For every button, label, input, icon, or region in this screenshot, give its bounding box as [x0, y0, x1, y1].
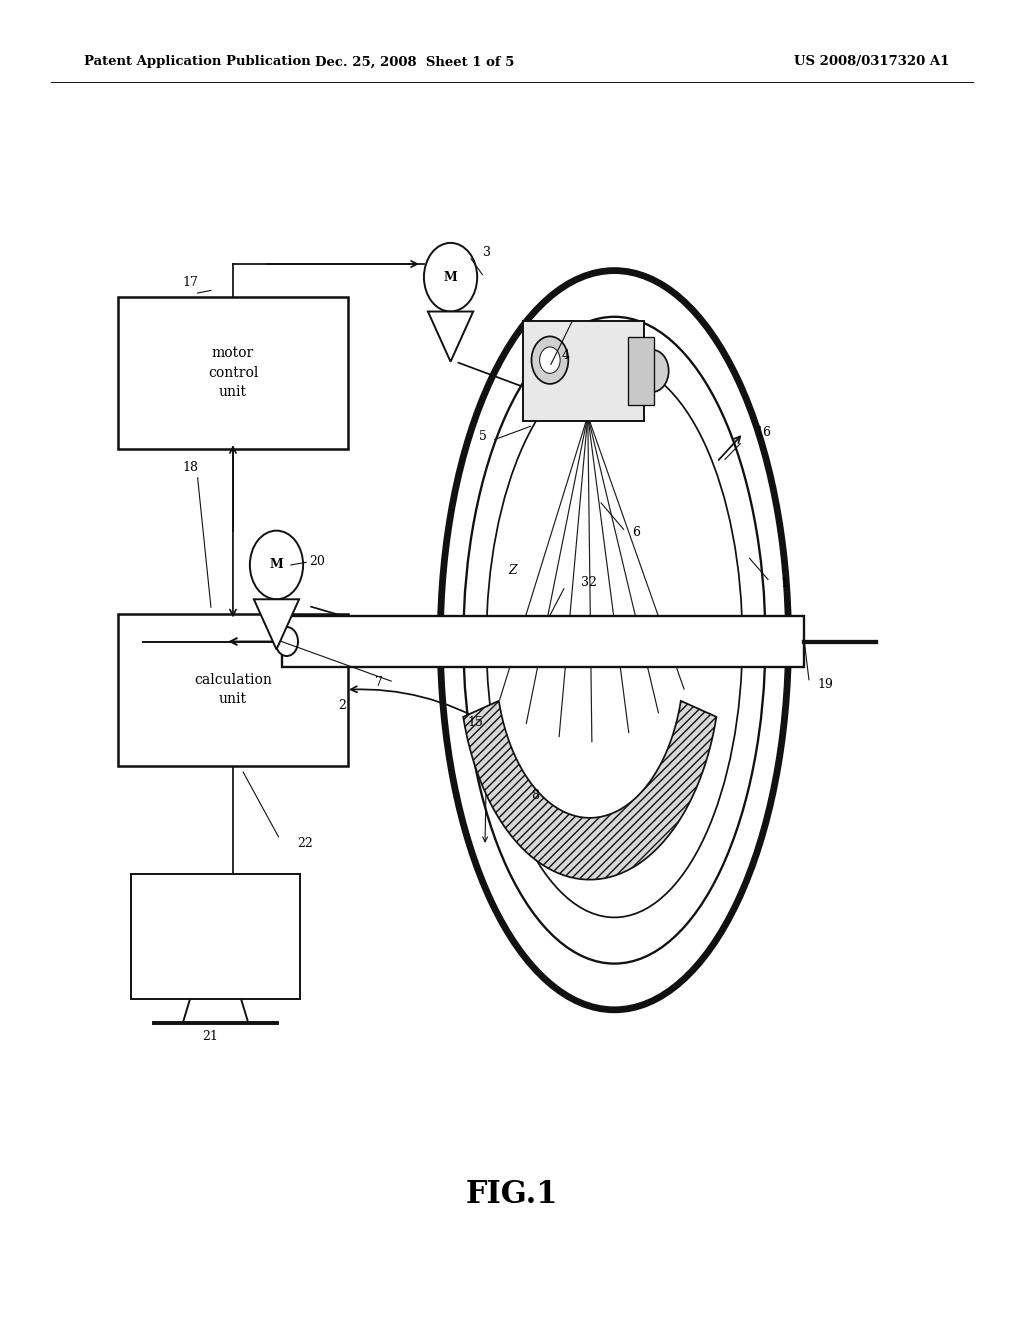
Circle shape: [250, 531, 303, 599]
Text: motor
control
unit: motor control unit: [208, 346, 258, 400]
Text: 21: 21: [202, 1030, 218, 1043]
FancyBboxPatch shape: [282, 616, 804, 667]
Text: 22: 22: [297, 837, 312, 850]
Ellipse shape: [463, 317, 765, 964]
Text: M: M: [443, 271, 458, 284]
Text: 5: 5: [479, 429, 487, 442]
Polygon shape: [428, 312, 473, 362]
Circle shape: [636, 350, 669, 392]
Polygon shape: [463, 701, 717, 879]
Text: Z: Z: [508, 564, 516, 577]
Text: 3: 3: [483, 246, 492, 259]
FancyBboxPatch shape: [118, 614, 348, 766]
Text: 7: 7: [375, 676, 383, 689]
Text: 8: 8: [531, 788, 540, 801]
FancyBboxPatch shape: [628, 337, 654, 405]
Text: M: M: [269, 558, 284, 572]
Text: 20: 20: [309, 554, 326, 568]
Text: 2: 2: [338, 698, 346, 711]
Text: 16: 16: [756, 425, 772, 438]
Text: FIG.1: FIG.1: [466, 1179, 558, 1210]
Text: 17: 17: [182, 276, 199, 289]
FancyBboxPatch shape: [118, 297, 348, 449]
FancyBboxPatch shape: [131, 874, 300, 999]
Text: US 2008/0317320 A1: US 2008/0317320 A1: [794, 55, 949, 69]
Text: 6: 6: [632, 525, 640, 539]
Text: 32: 32: [581, 576, 597, 589]
Circle shape: [531, 337, 568, 384]
Text: 1: 1: [780, 577, 788, 590]
Polygon shape: [254, 599, 299, 649]
Text: Patent Application Publication: Patent Application Publication: [84, 55, 310, 69]
Text: 18: 18: [182, 461, 199, 474]
Circle shape: [275, 627, 298, 656]
Text: 19: 19: [817, 677, 834, 690]
FancyBboxPatch shape: [523, 321, 644, 421]
Text: 4: 4: [561, 348, 569, 362]
Circle shape: [424, 243, 477, 312]
Text: Dec. 25, 2008  Sheet 1 of 5: Dec. 25, 2008 Sheet 1 of 5: [315, 55, 514, 69]
Text: 15: 15: [467, 715, 483, 729]
Circle shape: [540, 347, 560, 374]
Text: calculation
unit: calculation unit: [194, 673, 272, 706]
